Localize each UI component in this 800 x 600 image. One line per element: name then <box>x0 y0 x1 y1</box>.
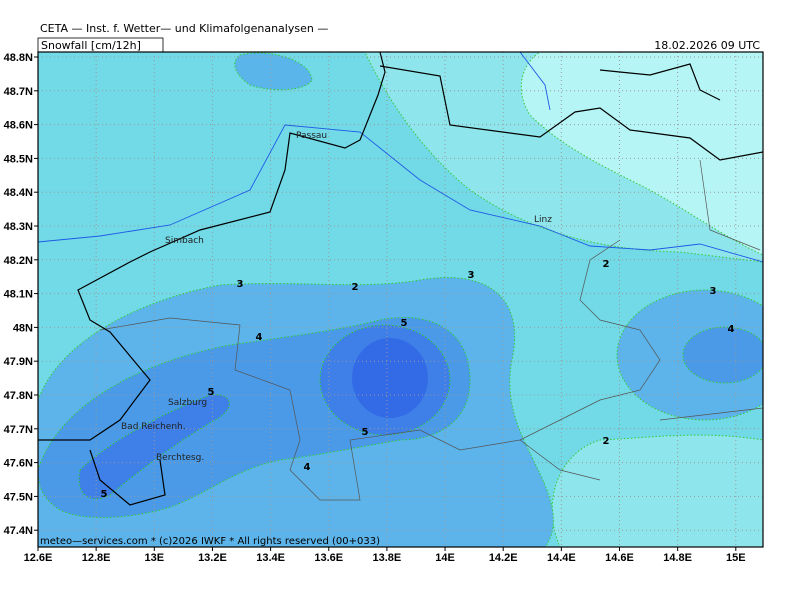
lon-tick-label: 15E <box>726 552 746 564</box>
place-label: Berchtesg. <box>156 453 204 463</box>
lon-tick-label: 14.6E <box>605 552 634 564</box>
lon-tick-label: 13E <box>145 552 165 564</box>
lat-tick-label: 47.6N <box>4 458 33 470</box>
lat-tick-label: 47.8N <box>4 390 33 402</box>
valid-time: 18.02.2026 09 UTC <box>654 39 760 52</box>
place-label: Simbach <box>165 236 204 246</box>
lon-tick-label: 14.8E <box>663 552 692 564</box>
country-borders <box>38 52 763 506</box>
contour-label: 5 <box>362 427 369 438</box>
state-borders <box>99 159 763 501</box>
contour-label: 5 <box>101 489 108 500</box>
lat-tick-label: 48.6N <box>4 120 33 132</box>
lat-tick-label: 47.4N <box>4 525 33 537</box>
map-area <box>38 52 763 547</box>
lat-tick-label: 48.1N <box>4 289 33 301</box>
contour-label: 4 <box>304 462 311 473</box>
contour-label: 2 <box>603 436 610 447</box>
contour-label: 2 <box>352 282 359 293</box>
contour-label: 5 <box>401 318 408 329</box>
lon-tick-label: 13.8E <box>373 552 402 564</box>
lon-tick-label: 14E <box>435 552 455 564</box>
lon-tick-label: 13.6E <box>314 552 343 564</box>
lon-tick-label: 14.4E <box>547 552 576 564</box>
product: Snowfall [cm/12h] <box>41 39 141 52</box>
lat-tick-label: 48.3N <box>4 221 33 233</box>
lat-tick-label: 48.7N <box>4 86 33 98</box>
footer: meteo—services.com * (c)2026 IWKF * All … <box>40 536 380 547</box>
lon-tick-label: 13.4E <box>256 552 285 564</box>
place-label: Salzburg <box>168 398 207 408</box>
lat-tick-label: 48.4N <box>4 187 33 199</box>
contour-label: 2 <box>603 259 610 270</box>
contour-band <box>234 52 313 91</box>
contour-label: 4 <box>256 332 263 343</box>
lat-tick-label: 47.9N <box>4 356 33 368</box>
lon-tick-label: 12.6E <box>24 552 53 564</box>
grid <box>38 52 763 547</box>
contour-label: 4 <box>728 324 735 335</box>
contour-band <box>78 394 230 500</box>
lat-tick-label: 47.7N <box>4 424 33 436</box>
lat-tick-label: 48.5N <box>4 153 33 165</box>
lat-tick-label: 48.8N <box>4 52 33 64</box>
contour-label: 5 <box>208 387 215 398</box>
lon-tick-label: 12.8E <box>82 552 111 564</box>
place-label: Passau <box>296 131 327 141</box>
place-label: Linz <box>534 215 552 225</box>
contour-label: 3 <box>468 270 475 281</box>
map-frame <box>37 51 764 548</box>
institute: CETA — Inst. f. Wetter— und Klimafolgena… <box>40 22 328 35</box>
lat-tick-label: 48.2N <box>4 255 33 267</box>
lat-tick-label: 47.5N <box>4 491 33 503</box>
contour-label: 3 <box>237 279 244 290</box>
lon-tick-label: 13.2E <box>198 552 227 564</box>
contour-band <box>682 326 763 384</box>
rivers <box>38 52 763 263</box>
lon-tick-label: 14.2E <box>489 552 518 564</box>
lat-tick-label: 48N <box>13 322 33 334</box>
contour-core <box>352 338 428 418</box>
place-label: Bad Reichenh. <box>121 422 186 432</box>
contour-label: 3 <box>710 286 717 297</box>
contour-band <box>520 52 763 256</box>
